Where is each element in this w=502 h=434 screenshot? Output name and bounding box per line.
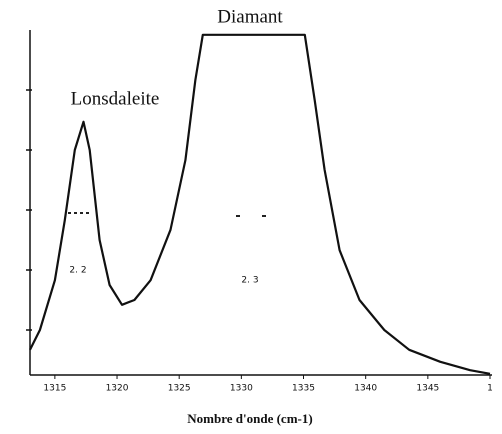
annotation: 2. 2 [69, 266, 86, 276]
annotation: 2. 3 [241, 276, 258, 286]
spectrum-line [29, 33, 491, 375]
x-tick-label: 1 [487, 384, 493, 394]
x-tick-label: 1325 [168, 384, 191, 394]
chart-title: Diamant [217, 6, 283, 27]
x-tick-label: 1330 [230, 384, 253, 394]
x-tick-label: 1345 [416, 384, 439, 394]
x-tick-label: 1340 [354, 384, 377, 394]
x-tick-label: 1315 [43, 384, 66, 394]
annotation: Lonsdaleite [71, 88, 160, 109]
x-axis-label: Nombre d'onde (cm-1) [187, 411, 312, 426]
x-tick-label: 1335 [292, 384, 315, 394]
x-tick-label: 1320 [106, 384, 129, 394]
